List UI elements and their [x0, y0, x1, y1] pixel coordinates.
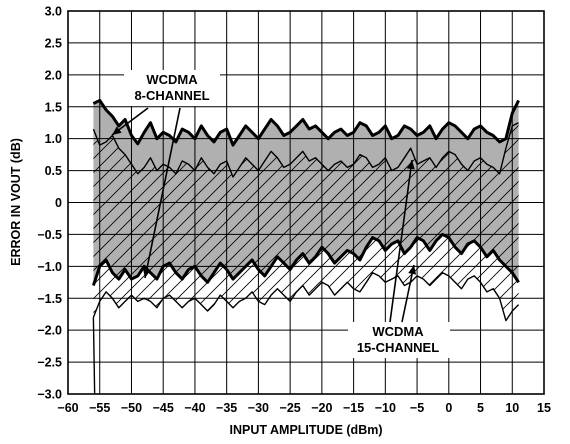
arrow-15ch-upper-head: [406, 160, 415, 170]
x-tick-label: −10: [375, 401, 396, 415]
x-tick-label: 10: [505, 401, 519, 415]
y-tick-label: 0.5: [45, 164, 62, 178]
tick-layer: −60 −55 −50 −45 −40 −35 −30 −25 −20 −15 −10 −5 0 5 10 1…: [37, 5, 551, 416]
x-tick-label: −30: [248, 401, 269, 415]
grid-layer: [67, 10, 545, 395]
y-tick-label: 3.0: [45, 5, 62, 19]
y-axis-title: ERROR IN VOUT (dB): [9, 138, 23, 266]
line-15-channel-upper: [92, 122, 519, 178]
x-tick-label: −15: [343, 401, 364, 415]
y-tick-label: −1.0: [37, 260, 62, 274]
x-tick-label: 5: [477, 401, 484, 415]
line-8-channel-lower: [91, 232, 520, 286]
annotation-15-channel-bg: [348, 322, 450, 358]
line-layer: [91, 98, 520, 394]
band-layer: [93, 100, 519, 321]
annotation-15-channel-line: WCDMA: [372, 324, 424, 339]
arrow-8ch-lower-head: [142, 268, 151, 278]
y-tick-label: 1.0: [45, 132, 62, 146]
x-tick-label: −25: [280, 401, 301, 415]
x-tick-label: −5: [410, 401, 424, 415]
y-tick-label: 1.5: [45, 100, 62, 114]
arrow-8ch-upper-head: [112, 126, 122, 135]
x-tick-label: −55: [89, 401, 110, 415]
y-tick-label: −2.0: [37, 324, 62, 338]
x-tick-label: 15: [537, 401, 551, 415]
arrow-15ch-lower: [401, 264, 415, 323]
x-tick-label: 0: [445, 401, 452, 415]
annotation-8-channel-line: 8-CHANNEL: [134, 88, 209, 103]
line-8-channel-upper: [92, 98, 520, 147]
line-15-channel-tail: [92, 317, 96, 394]
annotation-8-channel-line: WCDMA: [146, 72, 198, 87]
x-tick-label: −20: [311, 401, 332, 415]
x-tick-label: −60: [57, 401, 78, 415]
x-tick-label: −45: [153, 401, 174, 415]
y-tick-label: −2.5: [37, 356, 62, 370]
x-tick-label: −50: [121, 401, 142, 415]
line-15-channel-lower: [92, 272, 520, 322]
y-tick-label: 2.0: [45, 68, 62, 82]
x-tick-label: −35: [216, 401, 237, 415]
y-tick-label: −0.5: [37, 228, 62, 242]
arrow-15ch-lower-head: [408, 265, 417, 275]
y-tick-label: −3.0: [37, 388, 62, 402]
x-tick-label: −40: [184, 401, 205, 415]
arrow-15ch-upper: [389, 159, 413, 323]
annotation-8-channel-bg: [124, 70, 220, 106]
x-axis-title: INPUT AMPLITUDE (dBm): [230, 423, 383, 437]
y-tick-label: 2.5: [45, 36, 62, 50]
y-tick-label: 0: [55, 196, 62, 210]
annotation-15-channel-line: 15-CHANNEL: [357, 340, 439, 355]
y-tick-label: −1.5: [37, 292, 62, 306]
plot-frame: [67, 10, 545, 395]
arrow-8ch-lower: [144, 107, 181, 279]
